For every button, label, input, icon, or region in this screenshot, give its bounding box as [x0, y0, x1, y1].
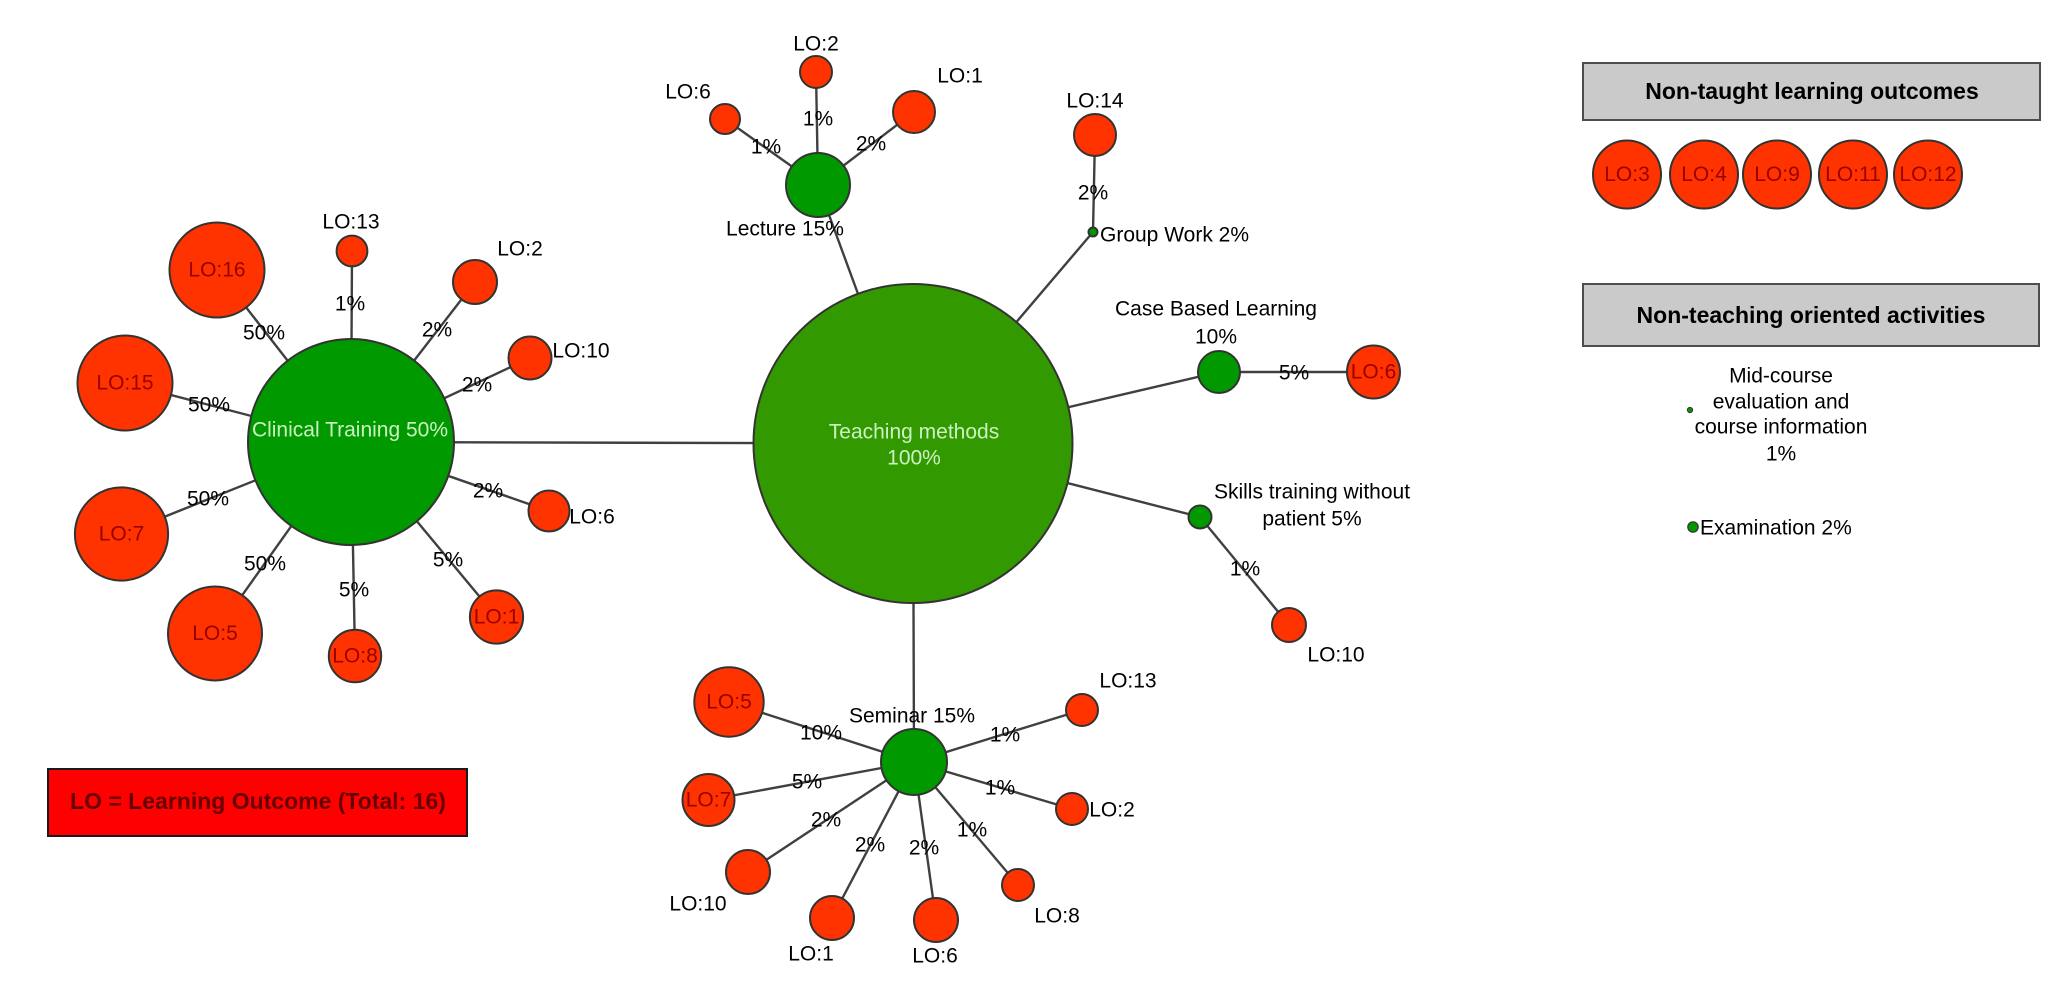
svg-text:50%: 50%: [244, 553, 286, 576]
svg-text:LO:10: LO:10: [669, 893, 726, 916]
svg-text:50%: 50%: [188, 394, 230, 417]
svg-text:1%: 1%: [335, 293, 365, 316]
svg-text:1%: 1%: [751, 136, 781, 159]
svg-text:patient 5%: patient 5%: [1262, 508, 1361, 531]
svg-text:evaluation and: evaluation and: [1713, 391, 1850, 414]
svg-text:10%: 10%: [1195, 326, 1237, 349]
svg-text:1%: 1%: [985, 777, 1015, 800]
svg-text:Seminar 15%: Seminar 15%: [849, 705, 975, 728]
svg-text:5%: 5%: [433, 549, 463, 572]
svg-text:2%: 2%: [1078, 182, 1108, 205]
svg-text:2%: 2%: [909, 837, 939, 860]
svg-text:LO:1: LO:1: [474, 606, 520, 629]
svg-text:10%: 10%: [800, 722, 842, 745]
svg-text:LO = Learning Outcome (Total:: LO = Learning Outcome (Total: 16): [70, 788, 446, 814]
svg-text:1%: 1%: [1230, 558, 1260, 581]
svg-text:2%: 2%: [462, 374, 492, 397]
svg-text:LO:10: LO:10: [552, 340, 609, 363]
svg-text:LO:8: LO:8: [1034, 905, 1080, 928]
svg-text:LO:13: LO:13: [322, 211, 379, 234]
svg-text:2%: 2%: [422, 319, 452, 342]
svg-text:2%: 2%: [811, 809, 841, 832]
svg-text:1%: 1%: [990, 724, 1020, 747]
svg-text:LO:3: LO:3: [1604, 163, 1650, 186]
svg-text:LO:14: LO:14: [1066, 90, 1124, 113]
svg-text:Lecture 15%: Lecture 15%: [726, 218, 844, 241]
svg-text:2%: 2%: [856, 133, 886, 156]
svg-text:LO:6: LO:6: [912, 945, 958, 968]
svg-text:Non-teaching oriented activiti: Non-teaching oriented activities: [1637, 302, 1986, 328]
svg-text:LO:8: LO:8: [332, 645, 378, 668]
svg-text:2%: 2%: [855, 834, 885, 857]
svg-text:1%: 1%: [803, 108, 833, 131]
svg-text:100%: 100%: [887, 447, 941, 470]
svg-text:Case Based Learning: Case Based Learning: [1115, 298, 1317, 321]
svg-text:LO:6: LO:6: [665, 81, 711, 104]
svg-text:LO:2: LO:2: [497, 238, 543, 261]
svg-text:Skills training without: Skills training without: [1214, 481, 1410, 504]
svg-text:5%: 5%: [1279, 362, 1309, 385]
svg-text:Examination 2%: Examination 2%: [1700, 517, 1852, 540]
svg-text:50%: 50%: [187, 488, 229, 511]
svg-text:Mid-course: Mid-course: [1729, 365, 1833, 388]
svg-text:Teaching methods: Teaching methods: [829, 421, 999, 444]
svg-text:50%: 50%: [243, 322, 285, 345]
svg-text:5%: 5%: [339, 579, 369, 602]
svg-text:LO:12: LO:12: [1899, 163, 1956, 186]
svg-text:LO:2: LO:2: [793, 33, 839, 56]
svg-text:LO:6: LO:6: [1351, 361, 1397, 384]
svg-text:1%: 1%: [957, 819, 987, 842]
svg-text:LO:1: LO:1: [788, 943, 834, 966]
svg-text:LO:7: LO:7: [686, 789, 732, 812]
svg-text:LO:15: LO:15: [96, 372, 153, 395]
svg-text:Group Work 2%: Group Work 2%: [1100, 224, 1249, 247]
svg-text:LO:13: LO:13: [1099, 670, 1156, 693]
svg-text:2%: 2%: [473, 480, 503, 503]
svg-text:LO:4: LO:4: [1681, 163, 1727, 186]
svg-text:LO:7: LO:7: [99, 523, 145, 546]
svg-text:LO:6: LO:6: [569, 506, 615, 529]
svg-text:LO:10: LO:10: [1307, 644, 1364, 667]
svg-text:5%: 5%: [792, 771, 822, 794]
svg-text:LO:11: LO:11: [1825, 163, 1881, 186]
svg-text:LO:2: LO:2: [1089, 799, 1135, 822]
svg-text:LO:5: LO:5: [706, 691, 752, 714]
svg-text:course information: course information: [1695, 416, 1868, 439]
svg-text:LO:16: LO:16: [188, 259, 245, 282]
svg-text:LO:1: LO:1: [937, 65, 983, 88]
svg-text:1%: 1%: [1766, 443, 1796, 466]
svg-text:LO:9: LO:9: [1754, 163, 1800, 186]
svg-text:LO:5: LO:5: [192, 622, 238, 645]
svg-text:Non-taught learning outcomes: Non-taught learning outcomes: [1645, 78, 1979, 104]
svg-text:Clinical Training 50%: Clinical Training 50%: [252, 419, 448, 442]
